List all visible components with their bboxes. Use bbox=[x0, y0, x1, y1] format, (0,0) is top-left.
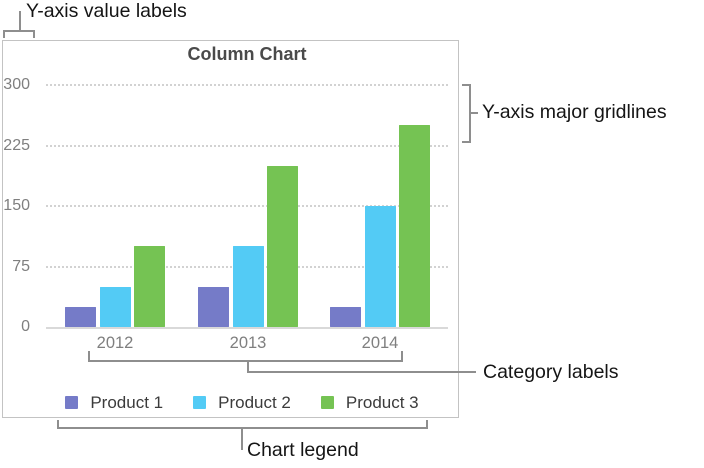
bar-product-2-2013 bbox=[233, 246, 264, 327]
annotation-chart-legend: Chart legend bbox=[247, 439, 359, 461]
annotation-y-axis-value-labels: Y-axis value labels bbox=[26, 0, 187, 22]
legend-entry: Product 3 bbox=[320, 392, 419, 413]
legend-label: Product 3 bbox=[345, 392, 419, 412]
bar-product-2-2012 bbox=[100, 287, 131, 327]
bar-product-1-2014 bbox=[330, 307, 361, 327]
legend-label: Product 2 bbox=[218, 392, 291, 412]
annotation-y-axis-major-gridlines: Y-axis major gridlines bbox=[482, 101, 667, 123]
callout-stem-y-value-labels bbox=[19, 11, 21, 30]
legend-entry: Product 1 bbox=[65, 393, 163, 413]
legend-swatch-product-3 bbox=[320, 396, 334, 409]
bar-product-2-2014 bbox=[365, 206, 396, 327]
category-label: 2013 bbox=[229, 334, 267, 352]
bar-product-1-2013 bbox=[198, 287, 229, 327]
chart-legend: Product 1 Product 2 Product 3 bbox=[36, 392, 448, 413]
legend-swatch-product-2 bbox=[193, 396, 207, 409]
callout-bracket-y-value-labels bbox=[3, 30, 35, 38]
y-axis-value-label: 75 bbox=[12, 258, 30, 275]
category-label: 2014 bbox=[361, 334, 399, 352]
callout-bracket-category-labels bbox=[88, 351, 403, 362]
y-major-gridline bbox=[46, 84, 448, 86]
legend-swatch-product-1 bbox=[65, 396, 79, 409]
callout-bracket-gridlines bbox=[462, 84, 471, 143]
y-axis-value-label: 0 bbox=[21, 318, 30, 335]
bar-product-1-2012 bbox=[65, 307, 96, 327]
callout-connector-category-labels bbox=[247, 371, 476, 373]
bar-product-3-2014 bbox=[399, 125, 430, 327]
chart-title: Column Chart bbox=[187, 44, 307, 64]
bar-product-3-2012 bbox=[134, 246, 165, 327]
x-axis-line bbox=[46, 327, 448, 329]
category-label: 2012 bbox=[96, 334, 134, 352]
annotation-category-labels: Category labels bbox=[483, 361, 619, 383]
y-axis-value-label: 150 bbox=[3, 197, 30, 214]
legend-entry: Product 2 bbox=[193, 393, 291, 413]
y-axis-value-label: 300 bbox=[3, 76, 30, 93]
callout-stem-category-labels bbox=[247, 360, 249, 372]
y-major-gridline bbox=[46, 145, 448, 147]
bar-product-3-2013 bbox=[267, 166, 298, 327]
callout-stem-chart-legend bbox=[241, 427, 243, 450]
y-major-gridline bbox=[46, 205, 448, 207]
y-axis-value-label: 225 bbox=[3, 137, 30, 154]
legend-label: Product 1 bbox=[90, 392, 164, 412]
callout-dash-gridlines bbox=[471, 112, 478, 114]
